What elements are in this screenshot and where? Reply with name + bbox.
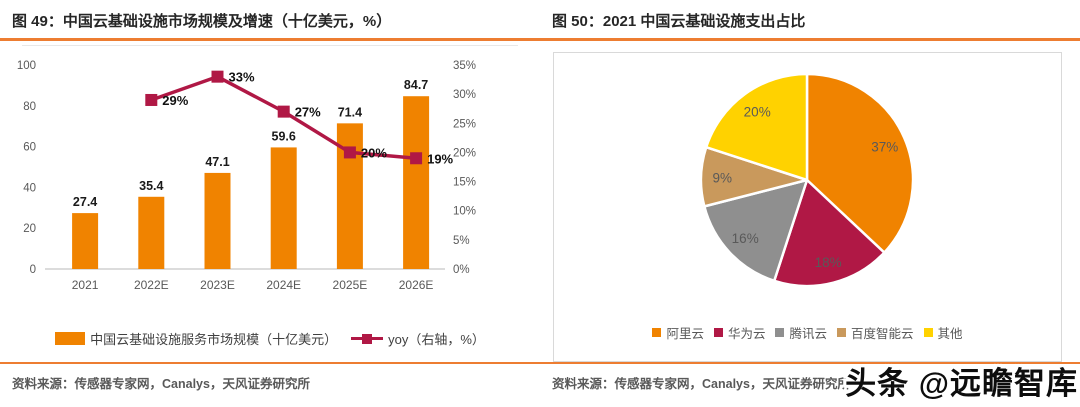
right-axis-tick: 30% (453, 89, 476, 101)
right-axis-tick: 15% (453, 177, 476, 189)
right-source-note: 资料来源：传感器专家网，Canalys，天风证券研究所 (540, 362, 1080, 392)
huawei-swatch (713, 328, 723, 337)
right-axis-tick: 5% (453, 235, 470, 247)
right-axis-tick: 10% (453, 206, 476, 218)
pie-slice-其他 (704, 72, 809, 182)
others-swatch (923, 328, 933, 337)
right-figure-panel: 图 50：2021 中国云基础设施支出占比 37% 18% 16% 9% 20% 阿里云… (540, 0, 1080, 407)
yoy-value-label: 33% (229, 70, 255, 85)
bar-line-chart: 0 20 40 60 80 100 0% 5% 10% 15% 20% 25% 30% 35% 27.4 20… (17, 60, 476, 292)
right-axis-tick: 0% (453, 264, 470, 276)
yoy-marker-2022E (145, 93, 158, 106)
yoy-value-label: 29% (162, 93, 188, 108)
baidu-swatch (837, 328, 846, 337)
left-axis-tick: 80 (23, 101, 36, 113)
bar-2022E (138, 196, 165, 269)
yoy-value-label: 19% (427, 151, 453, 166)
pie-slice-阿里云 (805, 72, 915, 254)
category-label: 2022E (134, 278, 169, 292)
tencent-swatch (775, 328, 785, 337)
pie-slice-腾讯云 (703, 178, 809, 283)
right-axis-tick: 25% (453, 118, 476, 130)
yoy-marker-2023E (211, 70, 224, 83)
legend-item-aliyun: 阿里云 (652, 323, 704, 342)
bar-2024E (270, 147, 297, 269)
category-label: 2024E (266, 278, 301, 292)
bar-series-label: 中国云基础设施服务市场规模（十亿美元） (90, 332, 338, 347)
left-axis-tick: 60 (23, 142, 36, 154)
bar-value-label: 27.4 (73, 195, 97, 209)
bar-value-label: 84.7 (404, 78, 428, 92)
bar-value-label: 71.4 (338, 105, 362, 119)
yoy-value-label: 27% (295, 105, 321, 120)
pie-slice-label: 20% (744, 104, 771, 119)
legend-item-yoy: yoy（右轴，%） (351, 329, 485, 348)
right-title-rule (540, 38, 1080, 41)
line-series-label: yoy（右轴，%） (388, 332, 485, 347)
bar-2023E (204, 172, 231, 269)
category-label: 2025E (333, 278, 368, 292)
bar-value-label: 59.6 (272, 129, 296, 143)
pie-chart-frame: 37% 18% 16% 9% 20% 阿里云 华为云 腾讯云 百度智能云 其他 (553, 52, 1062, 362)
left-axis-tick: 100 (17, 60, 36, 72)
line-series-swatch (351, 333, 384, 345)
yoy-marker-2025E (343, 146, 356, 159)
bar-2026E (403, 96, 430, 269)
bar-line-chart-area: 0 20 40 60 80 100 0% 5% 10% 15% 20% 25% 30% 35% 27.4 20… (6, 48, 540, 315)
pie-slice-label: 18% (815, 255, 842, 270)
left-source-note: 资料来源：传感器专家网，Canalys，天风证券研究所 (0, 362, 540, 392)
category-label: 2026E (399, 278, 434, 292)
pie-chart-legend: 阿里云 华为云 腾讯云 百度智能云 其他 (652, 323, 963, 342)
left-axis-tick: 0 (30, 264, 36, 276)
pie-slice-label: 16% (732, 231, 759, 246)
left-axis-tick: 40 (23, 182, 36, 194)
category-label: 2021 (72, 278, 99, 292)
left-chart-top-hairline (21, 45, 519, 46)
legend-item-others: 其他 (923, 323, 963, 342)
right-figure-title: 图 50：2021 中国云基础设施支出占比 (552, 13, 806, 30)
yoy-marker-2024E (277, 105, 290, 118)
tencent-label: 腾讯云 (789, 327, 827, 341)
bar-value-label: 35.4 (139, 179, 163, 193)
others-label: 其他 (937, 327, 963, 341)
category-label: 2023E (200, 278, 235, 292)
pie-slice-label: 9% (712, 170, 732, 185)
left-chart-legend: 中国云基础设施服务市场规模（十亿美元） yoy（右轴，%） (0, 329, 540, 348)
bar-series-swatch (55, 332, 86, 345)
pie-slice-华为云 (772, 178, 886, 288)
yoy-marker-2026E (410, 152, 423, 165)
toutiao-watermark: 头条 @远瞻智库 (845, 366, 1078, 401)
bar-value-label: 47.1 (205, 155, 229, 169)
legend-item-baidu: 百度智能云 (837, 323, 914, 342)
right-axis-tick: 35% (453, 60, 476, 72)
bar-2021 (72, 213, 99, 269)
baidu-label: 百度智能云 (851, 327, 914, 341)
left-figure-panel: 图 49：中国云基础设施市场规模及增速（十亿美元，%） 0 20 40 60 80 100… (0, 13, 540, 392)
left-title-rule (0, 38, 540, 41)
pie-slice-label: 37% (871, 139, 898, 154)
aliyun-label: 阿里云 (666, 327, 704, 341)
legend-item-tencent: 腾讯云 (775, 323, 827, 342)
yoy-value-label: 20% (361, 145, 387, 160)
pie-chart: 37% 18% 16% 9% 20% (699, 72, 915, 288)
huawei-label: 华为云 (727, 327, 766, 341)
right-axis-tick: 20% (453, 147, 476, 159)
legend-item-huawei: 华为云 (713, 323, 766, 342)
legend-item-market-size: 中国云基础设施服务市场规模（十亿美元） (55, 329, 337, 348)
left-axis-tick: 20 (23, 223, 36, 235)
aliyun-swatch (652, 328, 662, 337)
left-figure-title: 图 49：中国云基础设施市场规模及增速（十亿美元，%） (12, 13, 392, 30)
